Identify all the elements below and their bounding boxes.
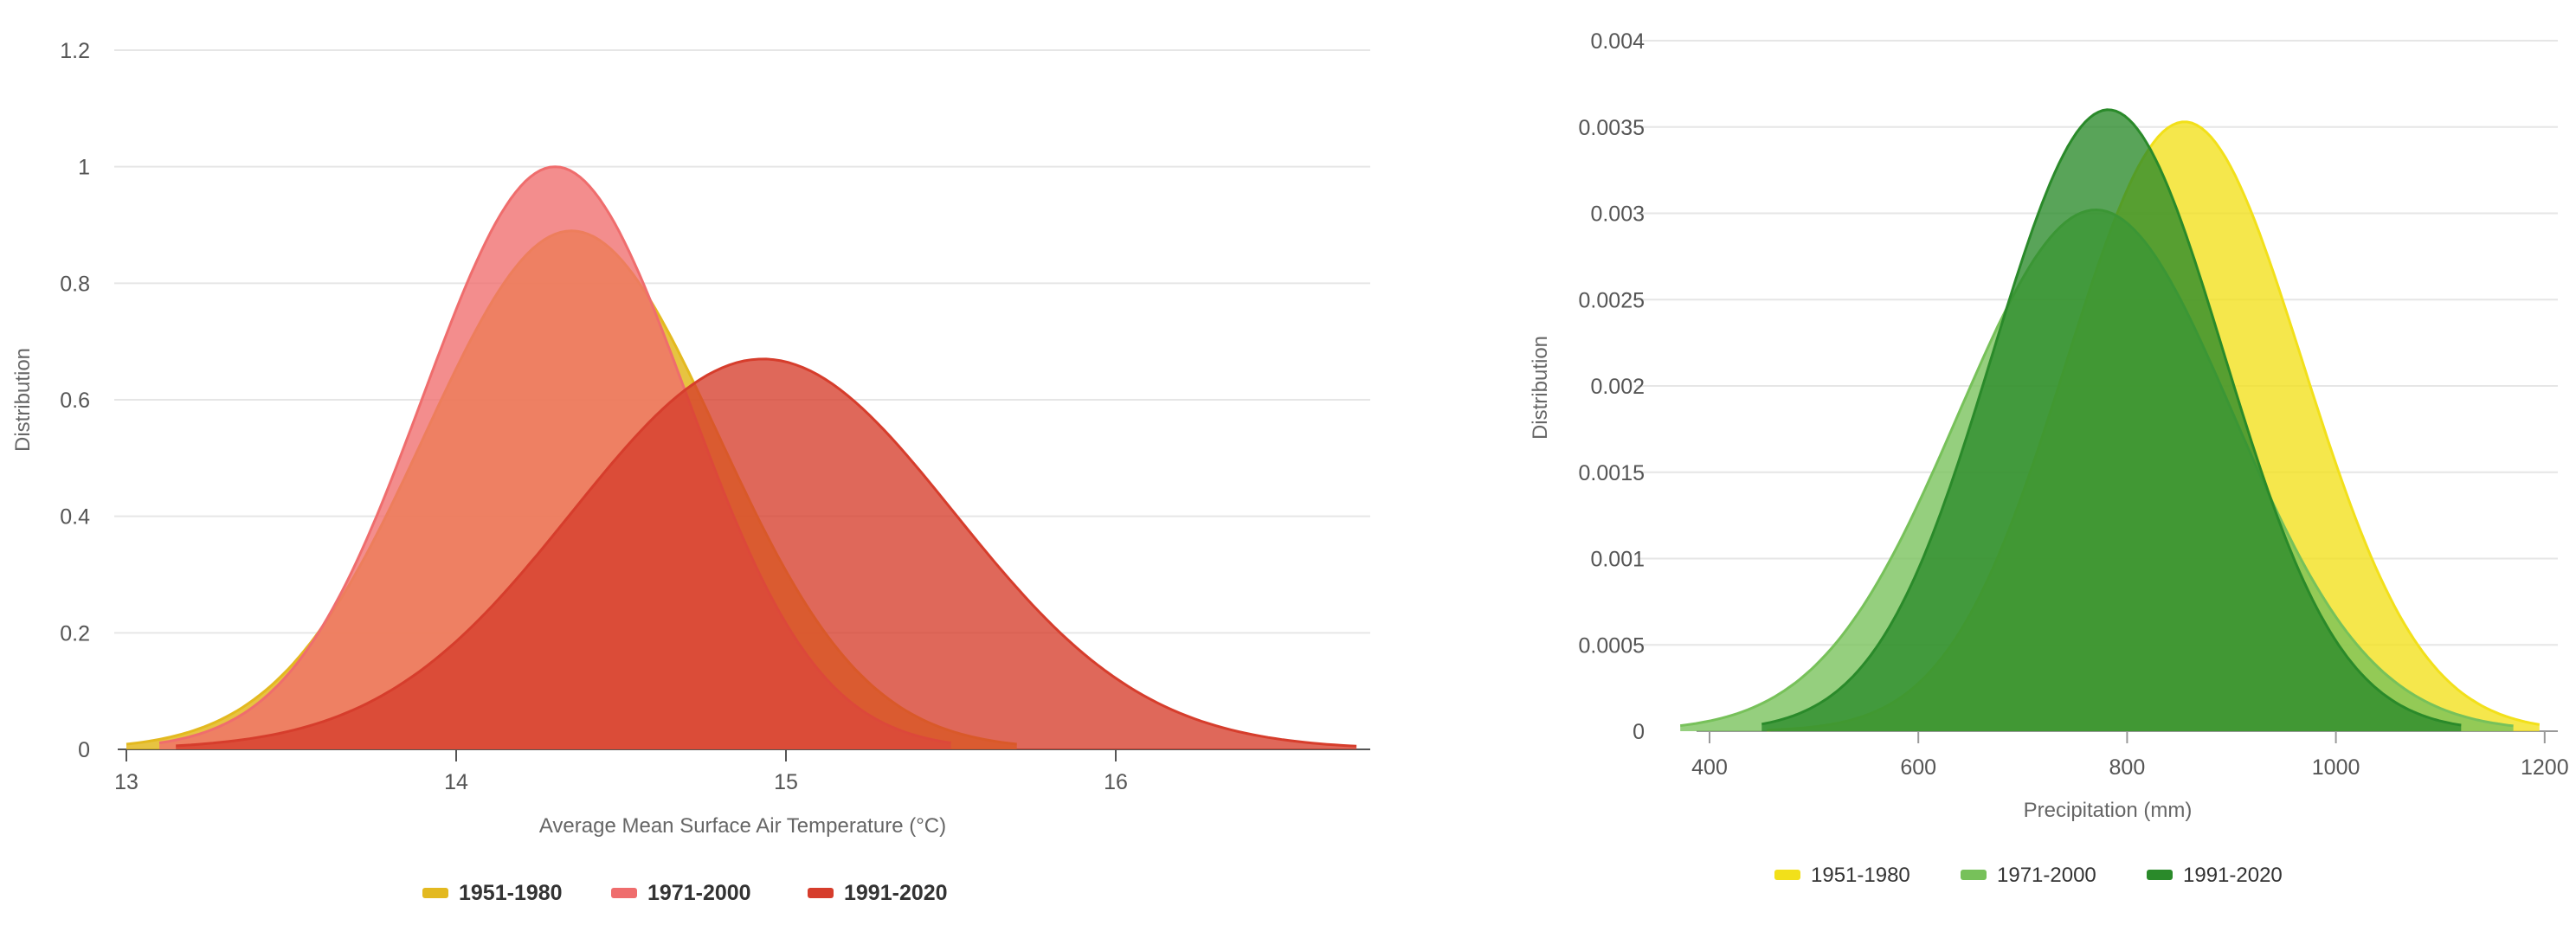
y-axis-title: Distribution — [11, 348, 35, 452]
legend-item-1991-2020[interactable]: 1991-2020 — [2147, 864, 2283, 887]
y-tick-label: 1.2 — [60, 39, 90, 63]
y-tick-label: 0.002 — [1590, 375, 1645, 399]
x-tick-label: 16 — [1104, 770, 1128, 794]
y-tick-label: 0.8 — [60, 272, 90, 296]
legend-swatch — [611, 888, 637, 898]
y-tick-label: 0 — [78, 738, 90, 762]
legend-label: 1971-2000 — [1997, 864, 2096, 887]
legend-item-1971-2000[interactable]: 1971-2000 — [611, 881, 751, 905]
x-tick-label: 400 — [1691, 755, 1728, 780]
legend-item-1951-1980[interactable]: 1951-1980 — [422, 881, 563, 905]
legend-swatch — [1774, 870, 1800, 880]
x-tick-label: 800 — [2109, 755, 2146, 780]
temperature-distribution-chart: 0 0.2 0.4 0.6 0.8 1 1.2 13 14 15 16 Average Mean Su… — [11, 39, 1370, 905]
y-tick-label: 0.4 — [60, 505, 90, 530]
y-tick-label: 0 — [1633, 720, 1645, 744]
series-area-1991-2020 — [176, 358, 1357, 749]
legend-item-1971-2000[interactable]: 1971-2000 — [1961, 864, 2096, 887]
y-tick-label: 1 — [78, 156, 90, 180]
y-axis-title: Distribution — [1529, 336, 1552, 440]
y-tick-label: 0.2 — [60, 621, 90, 646]
y-tick-label: 0.003 — [1590, 202, 1645, 227]
legend-label: 1991-2020 — [844, 881, 948, 905]
y-tick-label: 0.0015 — [1579, 461, 1645, 485]
legend-label: 1991-2020 — [2183, 864, 2283, 887]
y-tick-label: 0.0035 — [1579, 116, 1645, 140]
series-line-1991-2020 — [176, 357, 1357, 748]
legend-item-1991-2020[interactable]: 1991-2020 — [808, 881, 948, 905]
series-line-1991-2020 — [1761, 108, 2462, 727]
y-tick-label: 0.001 — [1590, 548, 1645, 572]
y-tick-label: 0.6 — [60, 389, 90, 413]
legend-label: 1971-2000 — [647, 881, 751, 905]
legend-swatch — [1961, 870, 1987, 880]
x-axis-title: Average Mean Surface Air Temperature (°C… — [539, 814, 946, 838]
legend-swatch — [808, 888, 834, 898]
x-tick-label: 1200 — [2521, 755, 2569, 780]
x-tick-label: 14 — [444, 770, 468, 794]
legend-item-1951-1980[interactable]: 1951-1980 — [1774, 864, 1910, 887]
x-tick-label: 1000 — [2312, 755, 2360, 780]
y-tick-label: 0.004 — [1590, 29, 1645, 54]
x-tick-label: 13 — [114, 770, 138, 794]
legend-swatch — [2147, 870, 2173, 880]
legend-label: 1951-1980 — [459, 881, 563, 905]
precipitation-distribution-chart: 0 0.0005 0.001 0.0015 0.002 0.0025 0.003 0.0035… — [1529, 29, 2569, 887]
legend-swatch — [422, 888, 448, 898]
y-tick-label: 0.0025 — [1579, 288, 1645, 312]
x-tick-label: 600 — [1900, 755, 1936, 780]
x-tick-label: 15 — [774, 770, 798, 794]
series-area-1991-2020 — [1761, 109, 2462, 732]
x-axis-title: Precipitation (mm) — [2024, 799, 2193, 822]
legend-label: 1951-1980 — [1811, 864, 1910, 887]
y-tick-label: 0.0005 — [1579, 633, 1645, 658]
